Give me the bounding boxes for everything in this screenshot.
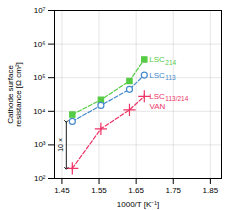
svg-text:1.55: 1.55 [91, 186, 107, 195]
svg-text:1000/T [K⁻¹]: 1000/T [K⁻¹] [117, 200, 159, 209]
svg-text:VAN: VAN [147, 102, 165, 111]
svg-text:1.65: 1.65 [128, 186, 144, 195]
svg-text:10²: 10² [34, 174, 46, 183]
svg-text:1.45: 1.45 [54, 186, 70, 195]
svg-text:10⁶: 10⁶ [33, 40, 45, 49]
svg-text:1.85: 1.85 [203, 186, 219, 195]
svg-text:10³: 10³ [34, 140, 46, 149]
svg-text:113/214: 113/214 [165, 95, 188, 102]
svg-text:1.75: 1.75 [165, 186, 181, 195]
svg-text:LSC: LSC [149, 55, 165, 64]
svg-text:214: 214 [165, 58, 176, 65]
svg-text:LSC: LSC [149, 71, 165, 80]
svg-text:10⁴: 10⁴ [33, 107, 46, 116]
svg-text:Cathode surfaceresistance [Ω c: Cathode surfaceresistance [Ω cm²] [6, 62, 23, 127]
svg-text:10 ×: 10 × [57, 138, 64, 152]
svg-text:113: 113 [165, 74, 176, 81]
svg-text:10⁵: 10⁵ [33, 73, 45, 82]
svg-text:LSC: LSC [149, 92, 165, 101]
svg-text:10⁷: 10⁷ [34, 6, 46, 15]
